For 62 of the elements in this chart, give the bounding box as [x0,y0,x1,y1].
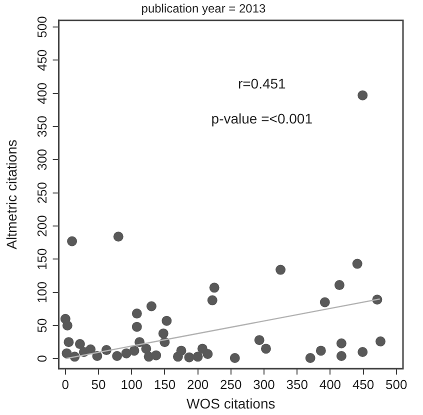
y-tick-label: 150 [34,248,50,270]
x-tick-label: 200 [186,376,209,392]
point [276,264,286,275]
point [230,352,240,363]
point [162,316,172,326]
y-tick-label: 300 [34,148,50,171]
chart-title: publication year = 2013 [141,2,266,16]
y-axis-title: Altmetric citations [3,140,20,250]
x-tick-label: 50 [91,376,106,392]
point [64,337,74,348]
point [336,338,346,348]
y-tick-label: 350 [34,116,50,138]
point [146,301,156,312]
point [158,328,168,338]
y-tick-label: 50 [34,318,50,333]
y-tick-label: 400 [34,82,50,104]
x-tick-label: 100 [120,376,142,392]
point [254,335,264,346]
x-tick-label: 500 [386,376,408,392]
annotation: r=0.451 [238,76,286,92]
y-tick-label: 100 [34,281,50,304]
x-tick-label: 300 [253,376,275,392]
point [192,352,203,362]
y-tick-label: 500 [34,16,50,38]
y-tick-label: 0 [34,355,50,362]
y-tick-label: 200 [34,215,50,237]
point [74,339,85,350]
x-tick-label: 250 [220,376,242,392]
y-tick-label: 250 [34,182,50,204]
point [62,320,72,330]
x-tick-label: 450 [352,376,374,392]
point [207,295,218,306]
point [316,346,326,356]
point [305,352,316,363]
point [352,258,362,269]
point [121,348,132,358]
x-tick-label: 150 [154,376,176,392]
point [202,349,213,360]
point [375,336,386,346]
point [132,308,142,319]
y-tick-label: 450 [34,49,50,72]
point [112,351,122,361]
annotation: p-value =<0.001 [211,110,313,126]
x-tick-label: 400 [319,376,342,392]
x-tick-label: 350 [286,376,308,392]
point [358,347,368,358]
point [176,346,186,356]
point [113,232,124,242]
point [260,344,271,354]
x-tick-label: 0 [62,376,70,392]
point [129,346,140,356]
point [320,297,330,308]
point [358,90,368,100]
point [151,350,162,360]
point [336,351,346,361]
point [141,344,152,354]
point [132,322,142,332]
point [209,282,220,293]
point [67,236,78,246]
point [334,280,344,290]
x-axis-title: WOS citations [186,395,276,412]
point [184,352,194,362]
